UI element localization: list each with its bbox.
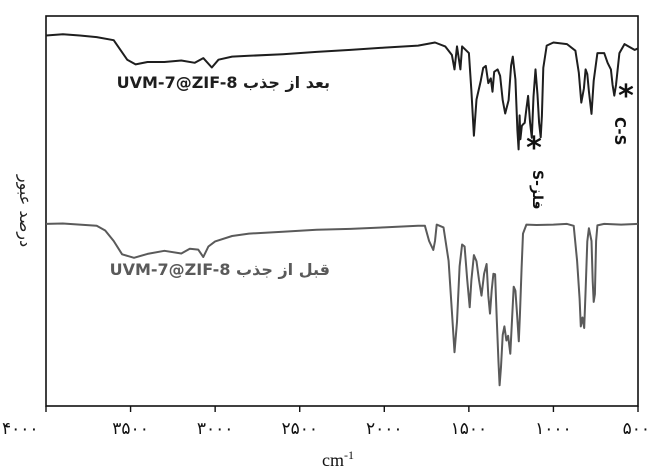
series-label-after: UVM-7@ZIF-8 بعد از جذب bbox=[117, 73, 330, 92]
annotation-asterisk-1: * bbox=[526, 131, 542, 166]
x-tick-label: ۲۵۰۰ bbox=[281, 419, 318, 439]
annotation-c-s: C-S bbox=[611, 117, 629, 145]
x-tick-label: ۲۰۰۰ bbox=[366, 419, 403, 439]
series-line-before-adsorption bbox=[45, 222, 639, 387]
x-axis-title: cm-1 bbox=[322, 448, 354, 470]
annotation-metal-s: S-فلز bbox=[529, 170, 545, 210]
x-tick-label: ۳۰۰۰ bbox=[197, 419, 234, 439]
plot-frame bbox=[45, 15, 639, 407]
series-line-after-adsorption bbox=[45, 33, 639, 151]
series-lines bbox=[45, 33, 639, 387]
series-label-before: UVM-7@ZIF-8 قبل از جذب bbox=[110, 260, 330, 279]
x-axis: ۴۰۰۰ ۳۵۰۰ ۳۰۰۰ ۲۵۰۰ ۲۰۰۰ ۱۵۰۰ ۱۰۰۰ ۵۰۰ bbox=[2, 406, 650, 439]
x-tick-label: ۱۵۰۰ bbox=[451, 419, 488, 439]
x-tick-label: ۱۰۰۰ bbox=[535, 419, 572, 439]
x-tick-label: ۳۵۰۰ bbox=[112, 419, 149, 439]
annotation-asterisk-2: * bbox=[618, 79, 634, 114]
y-axis-title: درصد عبور bbox=[15, 174, 35, 247]
x-tick-label: ۵۰۰ bbox=[623, 419, 650, 439]
x-tick-label: ۴۰۰۰ bbox=[2, 419, 39, 439]
